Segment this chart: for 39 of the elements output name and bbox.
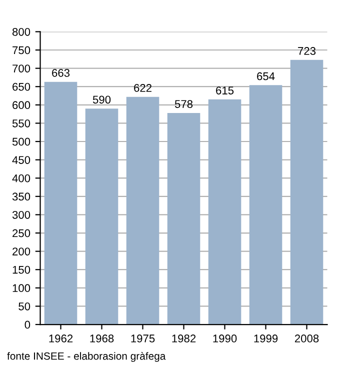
y-tick-label: 350 — [12, 192, 30, 201]
y-tick-label: 250 — [12, 229, 30, 238]
bar — [167, 112, 200, 325]
bar — [290, 60, 324, 325]
data-label: 654 — [257, 72, 275, 80]
bar — [126, 96, 160, 325]
data-label: 663 — [52, 69, 70, 77]
y-tick-label: 650 — [12, 82, 30, 91]
x-tick-label: 1968 — [90, 334, 114, 342]
bar — [44, 82, 78, 325]
y-tick-label: 150 — [12, 266, 30, 274]
y-tick-label: 0 — [24, 320, 30, 329]
x-tick-label: 1999 — [254, 334, 278, 342]
data-label: 723 — [298, 47, 316, 55]
data-label: 622 — [134, 84, 152, 92]
y-tick-label: 100 — [12, 284, 30, 292]
bar — [249, 85, 282, 325]
x-tick-label: 1982 — [172, 334, 196, 342]
y-tick-label: 500 — [12, 138, 30, 146]
y-tick-label: 50 — [18, 302, 30, 310]
data-label: 615 — [216, 86, 234, 94]
y-tick-label: 700 — [12, 64, 30, 72]
y-tick-label: 200 — [12, 248, 30, 256]
y-tick-label: 600 — [12, 101, 30, 110]
source-note: fonte INSEE - elaborasion gràfega — [7, 352, 166, 362]
x-tick-label: 1975 — [131, 334, 155, 342]
bar — [208, 99, 242, 325]
y-tick-label: 800 — [12, 28, 30, 36]
x-tick-label: 1990 — [213, 334, 237, 342]
data-label: 590 — [92, 96, 111, 104]
bar — [85, 108, 118, 325]
data-label: 578 — [174, 100, 193, 108]
y-tick-label: 300 — [12, 210, 30, 219]
y-tick-label: 400 — [12, 174, 30, 182]
x-tick-label: 2008 — [294, 334, 319, 342]
y-tick-label: 550 — [12, 119, 30, 128]
y-tick-label: 750 — [12, 46, 30, 54]
x-tick-label: 1962 — [49, 334, 73, 342]
y-tick-label: 450 — [12, 156, 30, 164]
